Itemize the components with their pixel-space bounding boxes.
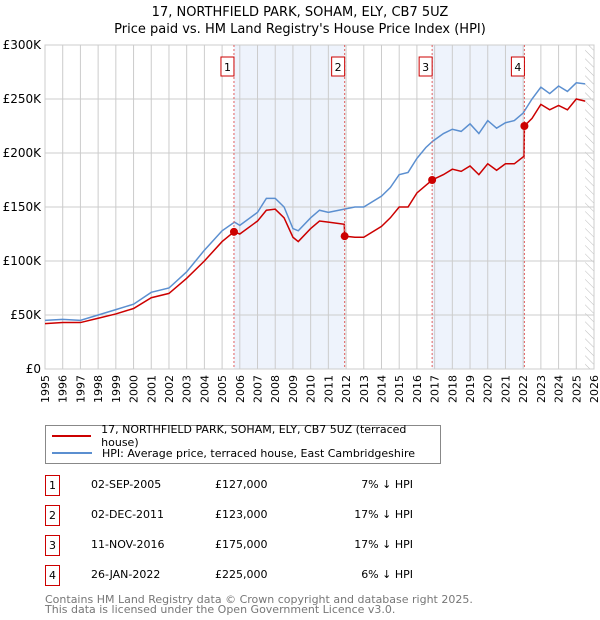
y-tick-label: £300K [3, 38, 43, 52]
sale-point [428, 176, 437, 184]
x-tick-label: 2001 [145, 375, 158, 403]
x-tick-label: 2020 [482, 375, 495, 403]
sale-marker-label: 3 [422, 61, 429, 74]
sale-date: 02-SEP-2005 [91, 478, 162, 491]
chart-subtitle: Price paid vs. HM Land Registry's House … [114, 22, 486, 37]
x-tick-label: 2000 [128, 375, 141, 403]
sale-marker-box [510, 56, 525, 77]
y-tick-label: £0 [26, 362, 41, 376]
sale-date: 26-JAN-2022 [91, 568, 161, 581]
sale-point [340, 232, 349, 241]
sale-marker-label: 4 [514, 61, 521, 74]
footer-line-1: Contains HM Land Registry data © Crown c… [45, 593, 473, 606]
sale-price: £225,000 [215, 568, 268, 581]
x-tick-label: 2012 [340, 375, 353, 403]
x-tick-label: 2002 [163, 375, 176, 403]
sale-point [229, 227, 238, 236]
x-tick-label: 2009 [287, 375, 300, 403]
footer: Contains HM Land Registry data © Crown c… [45, 593, 473, 616]
sale-hpi-diff: 17% ↓ HPI [354, 538, 413, 551]
legend-hpi-label: HPI: Average price, terraced house, East… [102, 446, 415, 460]
x-tick-label: 2021 [499, 375, 512, 403]
sale-marker-box [220, 56, 235, 77]
sale-marker-box [418, 56, 433, 77]
chart-plot: 1995 1996 1997 1998 1999 2000 2001 2002 2003 2004… [3, 38, 600, 403]
sale-price: £175,000 [215, 538, 268, 551]
x-tick-label: 2016 [411, 375, 424, 403]
x-tick-label: 2019 [464, 375, 477, 403]
sale-marker-badge: 2 [45, 505, 60, 526]
sale-price: £127,000 [215, 478, 268, 491]
y-tick-label: £200K [3, 146, 43, 160]
x-tick-label: 1996 [57, 375, 70, 403]
y-tick-label: £100K [3, 254, 43, 268]
sale-marker-badge: 4 [45, 565, 60, 586]
x-tick-label: 2026 [588, 375, 600, 403]
legend: 17, NORTHFIELD PARK, SOHAM, ELY, CB7 5UZ… [45, 423, 441, 464]
sale-marker-badge: 3 [45, 535, 60, 556]
x-tick-label: 1995 [39, 375, 52, 403]
sale-marker-label: 2 [335, 61, 342, 74]
hpi-line [44, 82, 586, 322]
legend-property-swatch [52, 435, 92, 437]
footer-line-2: This data is licensed under the Open Gov… [45, 603, 396, 616]
x-tick-label: 2006 [234, 375, 247, 403]
chart-title: 17, NORTHFIELD PARK, SOHAM, ELY, CB7 5UZ [151, 5, 449, 20]
x-tick-label: 2007 [252, 375, 265, 403]
y-tick-label: £50K [10, 308, 42, 322]
x-tick-label: 1998 [92, 375, 105, 403]
plot-frame [44, 44, 595, 370]
sale-hpi-diff: 17% ↓ HPI [354, 508, 413, 521]
sale-row: 3 11-NOV-2016 £175,000 17% ↓ HPI [45, 535, 445, 556]
sale-date: 02-DEC-2011 [91, 508, 165, 521]
sale-hpi-diff: 7% ↓ HPI [361, 478, 413, 491]
x-tick-label: 2015 [393, 375, 406, 403]
sale-marker-badge: 1 [45, 475, 60, 496]
x-tick-label: 2011 [322, 375, 335, 403]
x-tick-label: 2013 [358, 375, 371, 403]
x-tick-label: 2017 [429, 375, 442, 403]
x-tick-label: 2010 [305, 375, 318, 403]
x-tick-label: 1997 [74, 375, 87, 403]
legend-hpi-swatch [52, 452, 92, 454]
x-tick-label: 2005 [216, 375, 229, 403]
legend-property-label: 17, NORTHFIELD PARK, SOHAM, ELY, CB7 5UZ… [101, 423, 407, 449]
x-tick-label: 2014 [375, 375, 388, 403]
property-line [44, 98, 586, 325]
sale-point [520, 122, 529, 130]
x-tick-label: 2004 [198, 375, 211, 403]
y-tick-label: £250K [3, 92, 43, 106]
x-tick-label: 2003 [181, 375, 194, 403]
x-tick-label: 2023 [535, 375, 548, 403]
y-tick-label: £150K [3, 200, 43, 214]
sale-price: £123,000 [215, 508, 268, 521]
sale-marker-box [331, 56, 346, 77]
sale-hpi-diff: 6% ↓ HPI [361, 568, 413, 581]
x-tick-label: 2024 [553, 375, 566, 403]
x-tick-label: 2018 [446, 375, 459, 403]
sale-row: 1 02-SEP-2005 £127,000 7% ↓ HPI [45, 475, 445, 496]
x-tick-label: 2022 [517, 375, 530, 403]
sale-row: 4 26-JAN-2022 £225,000 6% ↓ HPI [45, 565, 445, 586]
x-tick-label: 2025 [570, 375, 583, 403]
sale-marker-label: 1 [224, 61, 231, 74]
x-tick-label: 2008 [269, 375, 282, 403]
sale-row: 2 02-DEC-2011 £123,000 17% ↓ HPI [45, 505, 445, 526]
x-tick-label: 1999 [110, 375, 123, 403]
sale-date: 11-NOV-2016 [91, 538, 165, 551]
